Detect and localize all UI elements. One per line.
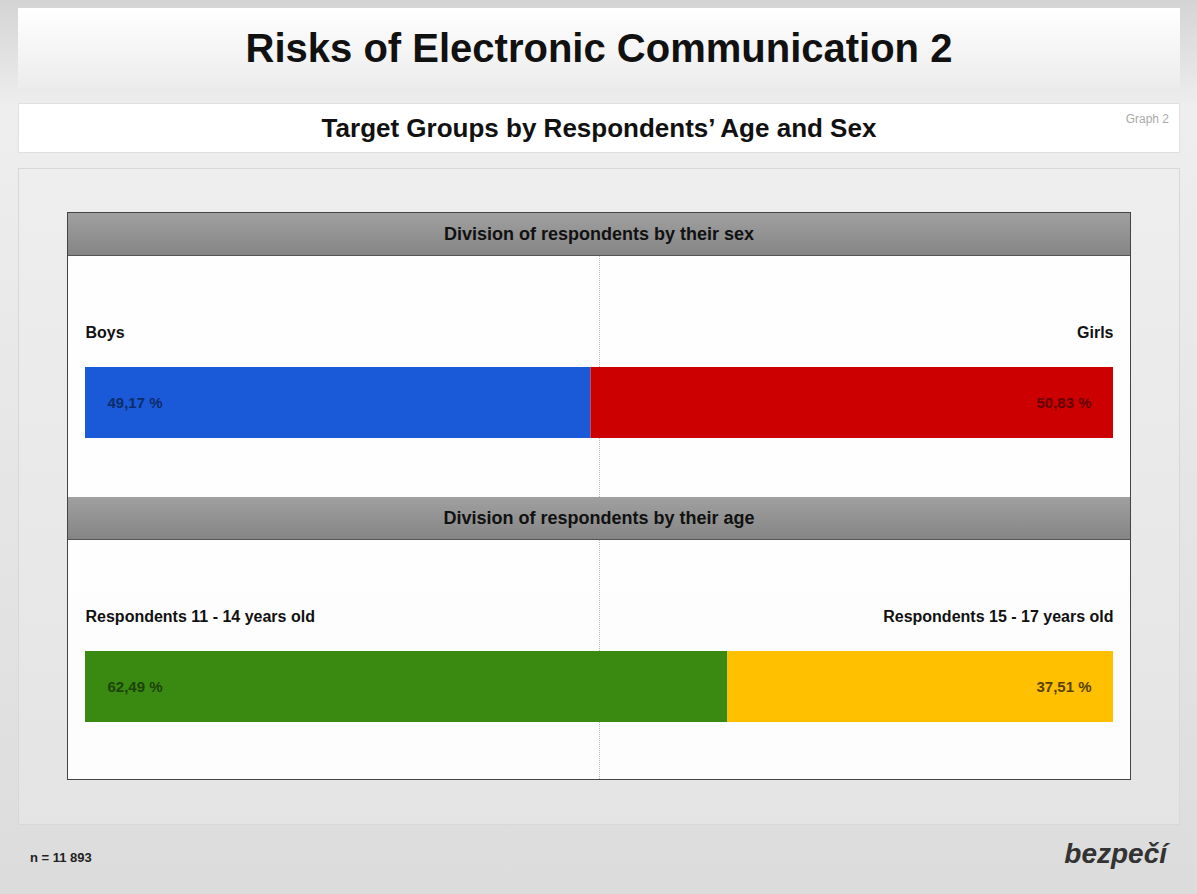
svg-text:49,17 %: 49,17 % xyxy=(108,394,163,411)
svg-text:Boys: Boys xyxy=(86,324,125,341)
html-text:Division of respondents by the: Division of respondents by their age xyxy=(443,507,755,528)
html-text:Risks of Electronic Communicat: Risks of Electronic Communication 2 xyxy=(245,25,953,70)
svg-text:Girls: Girls xyxy=(1077,324,1114,341)
html-text:n = 11 893: n = 11 893 xyxy=(30,850,92,865)
svg-text:37,51 %: 37,51 % xyxy=(1036,678,1091,695)
html-text:Graph 2: Graph 2 xyxy=(1125,112,1169,126)
svg-text:Respondents 11 - 14 years old: Respondents 11 - 14 years old xyxy=(86,608,315,625)
html-text:Division of respondents by the: Division of respondents by their sex xyxy=(444,223,754,244)
svg-text:62,49 %: 62,49 % xyxy=(108,678,163,695)
html-text:bezpečí: bezpečí xyxy=(1064,838,1167,869)
svg-text:Respondents 15 - 17 years old: Respondents 15 - 17 years old xyxy=(883,608,1113,625)
html-text:Target Groups by Respondents’: Target Groups by Respondents’ Age and Se… xyxy=(321,112,877,143)
svg-text:50,83 %: 50,83 % xyxy=(1036,394,1091,411)
